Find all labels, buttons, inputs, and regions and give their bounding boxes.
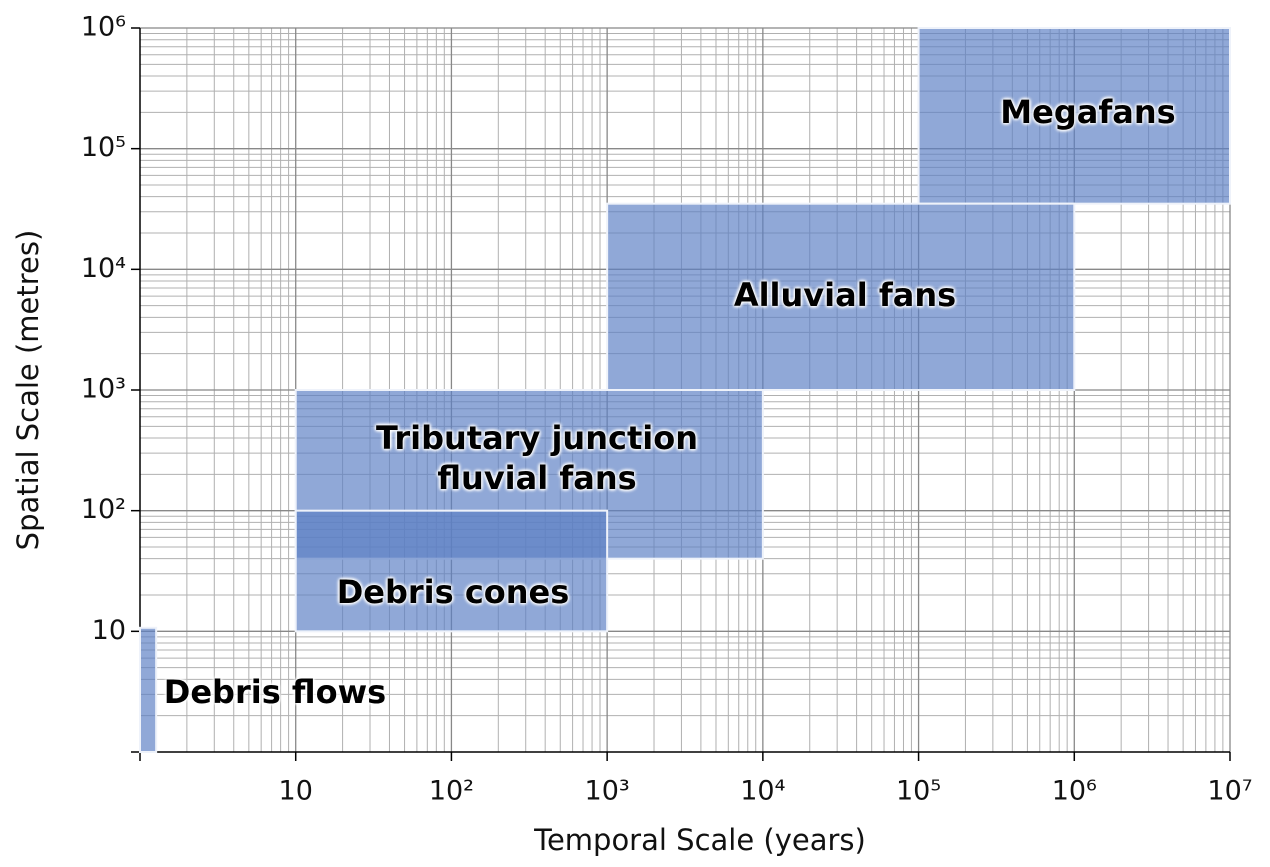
y-tick-label: 10⁵ bbox=[81, 132, 126, 163]
x-tick-label: 10⁷ bbox=[1207, 776, 1252, 807]
y-tick-label: 10 bbox=[92, 615, 126, 646]
y-tick-label: 10⁴ bbox=[81, 253, 126, 284]
series-label: Debris cones bbox=[336, 573, 570, 611]
x-tick-label: 10⁵ bbox=[896, 776, 941, 807]
x-axis-title: Temporal Scale (years) bbox=[533, 823, 866, 857]
y-tick-label: 10⁶ bbox=[81, 12, 126, 43]
series-label-box: Tributary junction fluvial fans bbox=[376, 419, 698, 497]
series-label-box: Debris cones bbox=[336, 573, 570, 611]
y-tick-label: 10³ bbox=[81, 374, 126, 405]
y-tick-label: 10² bbox=[81, 494, 126, 525]
series-label: Tributary junction fluvial fans bbox=[376, 419, 698, 497]
x-tick-label: 10² bbox=[429, 776, 474, 807]
series-label: Debris flows bbox=[163, 673, 387, 711]
x-tick-label: 10⁴ bbox=[740, 776, 785, 807]
series-label: Megafans bbox=[1000, 93, 1176, 131]
range-box bbox=[606, 202, 1076, 391]
x-tick-label: 10 bbox=[279, 776, 313, 807]
x-tick-label: 10⁶ bbox=[1052, 776, 1097, 807]
range-box bbox=[139, 626, 158, 754]
series-label: Alluvial fans bbox=[733, 276, 957, 314]
series-label-box: Megafans bbox=[1000, 93, 1176, 131]
y-axis-title: Spatial Scale (metres) bbox=[11, 230, 45, 551]
range-box bbox=[917, 27, 1231, 205]
series-label-box: Debris flows bbox=[163, 673, 387, 711]
range-box bbox=[294, 509, 609, 633]
x-tick-label: 10³ bbox=[585, 776, 630, 807]
series-label-box: Alluvial fans bbox=[733, 276, 957, 314]
